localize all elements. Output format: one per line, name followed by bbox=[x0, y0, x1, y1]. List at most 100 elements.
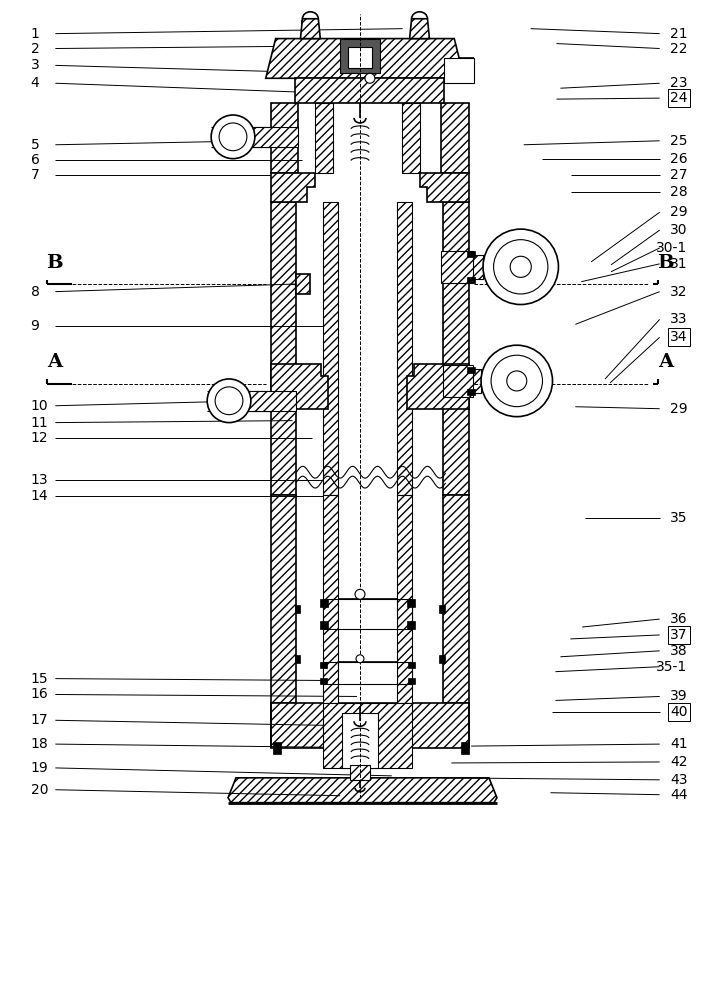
Polygon shape bbox=[241, 127, 298, 147]
Text: 31: 31 bbox=[670, 257, 687, 271]
Text: 10: 10 bbox=[31, 399, 48, 413]
Bar bbox=[467, 367, 475, 373]
Text: 36: 36 bbox=[670, 612, 687, 626]
Bar bbox=[270, 703, 469, 748]
Text: 20: 20 bbox=[31, 783, 48, 797]
Polygon shape bbox=[270, 364, 329, 409]
Text: 2: 2 bbox=[31, 42, 40, 56]
Text: 6: 6 bbox=[31, 153, 40, 167]
Text: 40: 40 bbox=[670, 705, 687, 719]
Bar bbox=[350, 765, 370, 780]
Text: 30: 30 bbox=[670, 223, 687, 237]
Bar bbox=[467, 277, 475, 283]
Text: 1: 1 bbox=[31, 27, 40, 41]
Circle shape bbox=[211, 115, 255, 159]
Text: 12: 12 bbox=[31, 431, 48, 445]
Circle shape bbox=[219, 123, 247, 151]
Bar bbox=[273, 748, 280, 754]
Text: 29: 29 bbox=[670, 402, 687, 416]
Circle shape bbox=[510, 256, 531, 277]
Bar bbox=[407, 599, 415, 607]
Text: 11: 11 bbox=[31, 416, 48, 430]
Text: 33: 33 bbox=[670, 312, 687, 326]
Polygon shape bbox=[410, 19, 429, 39]
Text: 7: 7 bbox=[31, 168, 40, 182]
Text: 3: 3 bbox=[31, 58, 40, 72]
Bar bbox=[444, 58, 474, 83]
Bar bbox=[270, 103, 298, 173]
Bar bbox=[467, 251, 475, 257]
Polygon shape bbox=[301, 19, 320, 39]
Text: 41: 41 bbox=[670, 737, 687, 751]
Bar bbox=[296, 78, 444, 103]
Circle shape bbox=[507, 371, 527, 391]
Bar bbox=[296, 274, 311, 294]
Bar bbox=[338, 662, 397, 684]
Bar bbox=[439, 605, 445, 613]
Text: A: A bbox=[658, 353, 673, 371]
Bar bbox=[295, 605, 301, 613]
Circle shape bbox=[215, 387, 243, 415]
Bar bbox=[397, 599, 411, 629]
Text: 35: 35 bbox=[670, 511, 687, 525]
Text: 24: 24 bbox=[670, 91, 687, 105]
Polygon shape bbox=[407, 364, 469, 409]
Bar bbox=[320, 621, 329, 629]
Bar bbox=[340, 39, 380, 73]
Bar bbox=[461, 742, 469, 748]
Text: 13: 13 bbox=[31, 473, 48, 487]
Circle shape bbox=[483, 229, 559, 305]
Text: 28: 28 bbox=[670, 185, 687, 199]
Polygon shape bbox=[419, 173, 469, 202]
Bar bbox=[408, 662, 415, 668]
Text: 4: 4 bbox=[31, 76, 40, 90]
Circle shape bbox=[494, 240, 548, 294]
Bar bbox=[348, 47, 372, 68]
Circle shape bbox=[365, 73, 375, 83]
Text: 34: 34 bbox=[670, 330, 687, 344]
Bar bbox=[408, 678, 415, 684]
Polygon shape bbox=[228, 778, 497, 803]
Text: 37: 37 bbox=[670, 628, 687, 642]
Bar bbox=[324, 599, 338, 629]
Bar bbox=[444, 365, 473, 397]
Text: 8: 8 bbox=[31, 285, 40, 299]
Text: 39: 39 bbox=[670, 689, 687, 703]
Bar bbox=[338, 599, 397, 629]
Text: 14: 14 bbox=[31, 489, 48, 503]
Text: 42: 42 bbox=[670, 755, 687, 769]
Circle shape bbox=[355, 589, 365, 599]
Text: 9: 9 bbox=[31, 319, 40, 333]
Text: 16: 16 bbox=[31, 687, 48, 701]
Text: 32: 32 bbox=[670, 285, 687, 299]
Bar bbox=[324, 703, 411, 768]
Bar bbox=[467, 389, 475, 395]
Text: 29: 29 bbox=[670, 205, 687, 219]
Text: A: A bbox=[47, 353, 62, 371]
Bar bbox=[397, 495, 411, 703]
Text: B: B bbox=[46, 254, 63, 272]
Bar bbox=[461, 748, 469, 754]
Text: 25: 25 bbox=[670, 134, 687, 148]
Bar bbox=[320, 662, 327, 668]
Polygon shape bbox=[469, 369, 481, 393]
Bar bbox=[444, 202, 469, 495]
Bar bbox=[441, 251, 473, 283]
Text: 38: 38 bbox=[670, 644, 687, 658]
Bar bbox=[320, 599, 329, 607]
Text: B: B bbox=[657, 254, 674, 272]
Text: 44: 44 bbox=[670, 788, 687, 802]
Polygon shape bbox=[237, 391, 296, 411]
Polygon shape bbox=[266, 39, 464, 78]
Bar bbox=[273, 742, 280, 748]
Bar bbox=[342, 713, 378, 768]
Bar bbox=[444, 495, 469, 703]
Bar bbox=[407, 621, 415, 629]
Bar bbox=[402, 103, 419, 173]
Polygon shape bbox=[469, 255, 483, 279]
Bar bbox=[295, 655, 301, 663]
Bar bbox=[324, 495, 338, 703]
Polygon shape bbox=[270, 173, 316, 202]
Text: 15: 15 bbox=[31, 672, 48, 686]
Bar bbox=[320, 678, 327, 684]
